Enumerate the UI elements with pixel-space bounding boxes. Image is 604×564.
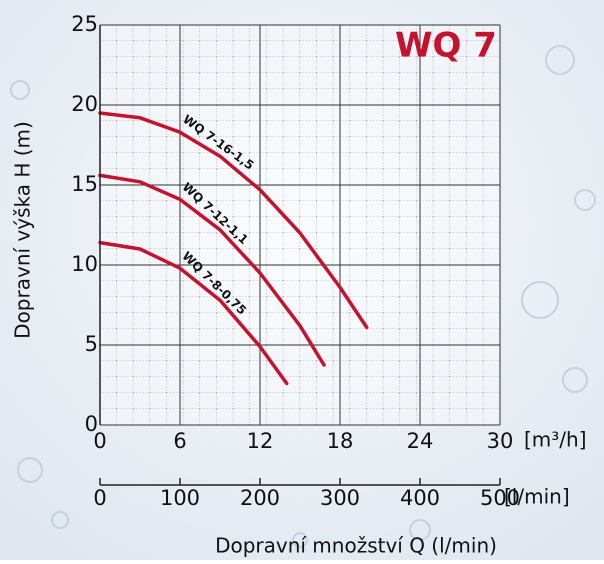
y-tick-label: 5: [85, 332, 98, 356]
x-tick-label: 12: [247, 429, 274, 453]
y-tick-label: 0: [85, 412, 98, 436]
x-tick-label: 30: [487, 429, 514, 453]
x-unit: [m³/h]: [524, 428, 587, 452]
minor-grid: [100, 25, 500, 425]
x2-tick-label: 100: [160, 486, 200, 510]
x-tick-label: 6: [173, 429, 186, 453]
chart-title: WQ 7: [395, 26, 497, 66]
x2-tick-label: 500: [480, 486, 520, 510]
x-tick-label: 0: [93, 429, 106, 453]
curve: [98, 173, 326, 367]
x-axis-title: Dopravní množství Q (l/min): [215, 534, 497, 558]
y-tick-label: 10: [71, 252, 98, 276]
x2-tick-label: 0: [93, 486, 106, 510]
x2-tick-label: 200: [240, 486, 280, 510]
x-tick-label: 24: [407, 429, 434, 453]
curve: [98, 240, 289, 386]
y-tick-label: 20: [71, 92, 98, 116]
y-tick-label: 15: [71, 172, 98, 196]
y-axis-title: Dopravní výška H (m): [11, 121, 35, 339]
y-tick-label: 25: [71, 12, 98, 36]
bubbles: [10, 45, 596, 548]
x2-tick-label: 400: [400, 486, 440, 510]
curve: [98, 111, 369, 330]
x-tick-label: 18: [327, 429, 354, 453]
x2-tick-label: 300: [320, 486, 360, 510]
x2-unit: [l/min]: [504, 485, 570, 509]
